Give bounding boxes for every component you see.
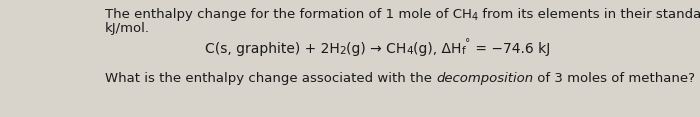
Text: C(s, graphite) + 2H: C(s, graphite) + 2H — [205, 42, 340, 56]
Text: from its elements in their standard states is − 74.6: from its elements in their standard stat… — [478, 8, 700, 21]
Text: 4: 4 — [407, 46, 413, 55]
Text: decomposition: decomposition — [436, 72, 533, 85]
Text: (g) → CH: (g) → CH — [346, 42, 407, 56]
Text: f: f — [461, 46, 466, 55]
Text: 4: 4 — [472, 11, 478, 22]
Text: = −74.6 kJ: = −74.6 kJ — [470, 42, 550, 56]
Text: 2: 2 — [340, 46, 346, 55]
Text: The enthalpy change for the formation of 1 mole of CH: The enthalpy change for the formation of… — [105, 8, 472, 21]
Text: of 3 moles of methane?: of 3 moles of methane? — [533, 72, 695, 85]
Text: (g), ΔH: (g), ΔH — [413, 42, 461, 56]
Text: What is the enthalpy change associated with the: What is the enthalpy change associated w… — [105, 72, 436, 85]
Text: °: ° — [466, 38, 470, 49]
Text: kJ/mol.: kJ/mol. — [105, 22, 150, 35]
